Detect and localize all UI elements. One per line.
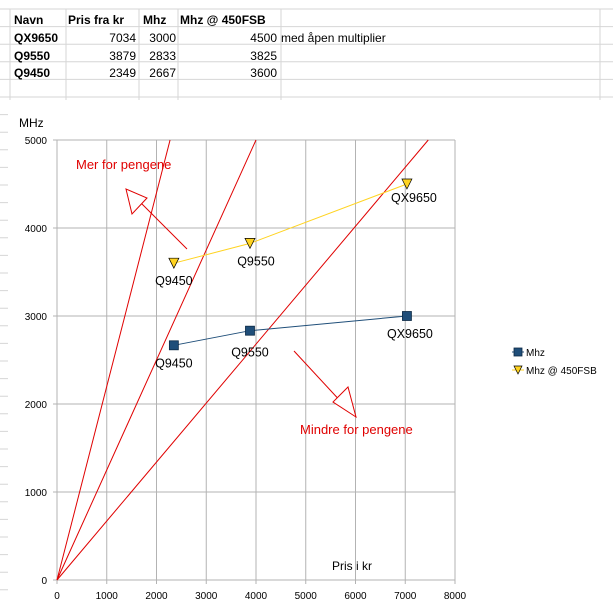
point-label: QX9650 [391,191,437,205]
x-tick-label: 5000 [295,591,318,602]
header-mhz450: Mhz @ 450FSB [180,13,266,27]
data-point-mhz450 [168,257,180,269]
legend-label-mhz: Mhz [526,348,545,359]
data-point-mhz [168,340,179,351]
x-tick-label: 1000 [96,591,119,602]
y-tick-label: 5000 [25,136,48,147]
annotation-arrows [125,188,357,419]
row-mhz450-cell[interactable]: 4500 [250,31,277,45]
x-tick-label: 7000 [394,591,417,602]
series-markers [168,178,413,351]
arrow-head-less [332,386,357,419]
data-point-mhz [245,325,255,336]
row-name-cell[interactable]: QX9650 [14,31,59,45]
data-point-mhz450 [244,238,256,250]
reference-line [56,139,429,581]
header-pris: Pris fra kr [68,13,125,27]
y-tick-label: 4000 [25,224,48,235]
row-price-cell[interactable]: 2349 [109,66,136,80]
x-tick-label: 4000 [245,591,268,602]
arrow-shaft-more [136,198,188,250]
legend-label-mhz450: Mhz @ 450FSB [526,366,597,377]
row-name-cell[interactable]: Q9550 [14,49,51,63]
axis-tick-labels: 0 1000 2000 3000 4000 5000 6000 7000 8000 0 1000 20… [25,136,467,602]
y-tick-label: 0 [41,576,47,587]
reference-line [56,139,257,581]
point-label: QX9650 [387,327,433,341]
x-tick-label: 2000 [145,591,168,602]
row-price-cell[interactable]: 3879 [109,49,136,63]
y-tick-label: 2000 [25,400,48,411]
header-mhz: Mhz [143,13,167,27]
point-label: Q9550 [237,254,275,268]
point-label: Q9450 [155,356,193,370]
x-tick-label: 3000 [195,591,218,602]
point-labels: Q9450 Q9550 QX9650 Q9450 Q9550 QX9650 [155,191,437,370]
row-price-cell[interactable]: 7034 [109,31,136,45]
header-navn: Navn [14,13,44,27]
row-name-cell[interactable]: Q9450 [14,66,51,80]
point-label: Q9550 [231,346,269,360]
y-axis-label: MHz [19,116,44,130]
x-tick-label: 6000 [344,591,367,602]
arrow-head-more [125,188,148,216]
arrow-shaft-less [293,350,345,406]
y-tick-label: 3000 [25,312,48,323]
row-mhz-cell[interactable]: 3000 [149,31,176,45]
x-axis-label: Pris i kr [332,559,372,573]
point-label: Q9450 [155,274,193,288]
data-point-mhz [402,311,412,321]
annotation-more-value: Mer for pengene [76,157,171,172]
row-note-cell[interactable]: med åpen multiplier [281,31,386,45]
y-tick-label: 1000 [25,488,48,499]
data-point-mhz450 [401,178,413,190]
row-mhz-cell[interactable]: 2833 [149,49,176,63]
row-mhz450-cell[interactable]: 3825 [250,49,277,63]
row-mhz450-cell[interactable]: 3600 [250,66,277,80]
chart-legend: Mhz Mhz @ 450FSB [512,347,597,377]
legend-marker-mhz450 [513,365,523,375]
annotation-less-value: Mindre for pengene [300,422,413,437]
x-tick-label: 0 [54,591,60,602]
legend-marker-mhz [513,347,523,357]
x-tick-label: 8000 [444,591,467,602]
row-mhz-cell[interactable]: 2667 [149,66,176,80]
